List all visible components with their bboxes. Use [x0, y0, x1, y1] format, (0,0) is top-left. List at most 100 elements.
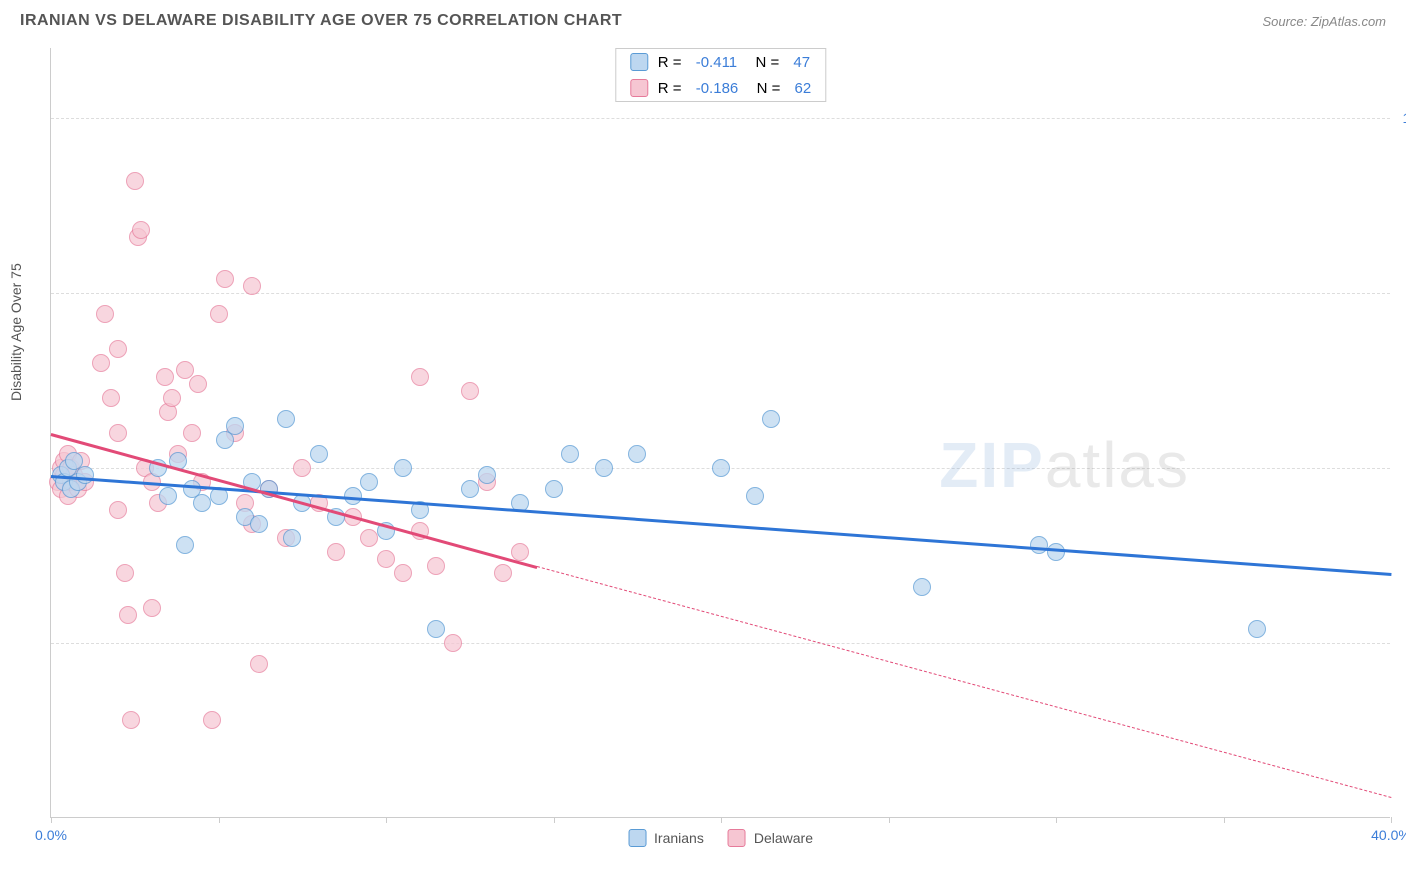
data-point: [243, 277, 261, 295]
data-point: [109, 424, 127, 442]
n-value-pink: 62: [795, 80, 812, 97]
data-point: [96, 305, 114, 323]
data-point: [595, 459, 613, 477]
data-point: [1248, 620, 1266, 638]
data-point: [461, 382, 479, 400]
correlation-legend-row-2: R = -0.186 N = 62: [616, 75, 825, 101]
x-tick: [1224, 817, 1225, 823]
data-point: [293, 459, 311, 477]
watermark-zip: ZIP: [939, 429, 1045, 501]
chart-title: IRANIAN VS DELAWARE DISABILITY AGE OVER …: [20, 12, 622, 30]
data-point: [394, 564, 412, 582]
legend-swatch: [628, 829, 646, 847]
data-point: [411, 368, 429, 386]
correlation-legend-row-1: R = -0.411 N = 47: [616, 49, 825, 75]
data-point: [176, 536, 194, 554]
data-point: [250, 655, 268, 673]
x-tick: [219, 817, 220, 823]
data-point: [92, 354, 110, 372]
data-point: [132, 221, 150, 239]
r-value-pink: -0.186: [696, 80, 739, 97]
x-tick-label: 40.0%: [1371, 827, 1406, 843]
data-point: [327, 543, 345, 561]
data-point: [122, 711, 140, 729]
x-tick: [51, 817, 52, 823]
data-point: [216, 270, 234, 288]
trend-line: [51, 433, 537, 568]
data-point: [394, 459, 412, 477]
x-tick: [1391, 817, 1392, 823]
y-tick-label: 25.0%: [1395, 635, 1406, 651]
legend-label: Iranians: [654, 830, 704, 846]
legend-label: Delaware: [754, 830, 813, 846]
y-tick-label: 50.0%: [1395, 460, 1406, 476]
gridline: [51, 643, 1390, 644]
data-point: [444, 634, 462, 652]
data-point: [628, 445, 646, 463]
data-point: [119, 606, 137, 624]
data-point: [913, 578, 931, 596]
data-point: [545, 480, 563, 498]
header: IRANIAN VS DELAWARE DISABILITY AGE OVER …: [0, 0, 1406, 38]
data-point: [427, 620, 445, 638]
n-label: N =: [747, 54, 783, 71]
data-point: [360, 473, 378, 491]
data-point: [102, 389, 120, 407]
data-point: [210, 305, 228, 323]
correlation-legend: R = -0.411 N = 47 R = -0.186 N = 62: [615, 48, 826, 102]
x-tick: [386, 817, 387, 823]
data-point: [189, 375, 207, 393]
data-point: [76, 466, 94, 484]
data-point: [1030, 536, 1048, 554]
data-point: [461, 480, 479, 498]
x-tick: [1056, 817, 1057, 823]
series-legend: Iranians Delaware: [628, 829, 813, 847]
data-point: [163, 389, 181, 407]
data-point: [250, 515, 268, 533]
data-point: [427, 557, 445, 575]
legend-swatch: [728, 829, 746, 847]
legend-item: Iranians: [628, 829, 704, 847]
data-point: [159, 487, 177, 505]
r-label: R =: [658, 80, 686, 97]
data-point: [712, 459, 730, 477]
r-value-blue: -0.411: [696, 54, 737, 71]
y-tick-label: 100.0%: [1395, 110, 1406, 126]
data-point: [226, 417, 244, 435]
trend-line-extrapolated: [537, 566, 1392, 798]
data-point: [126, 172, 144, 190]
y-axis-label: Disability Age Over 75: [8, 263, 24, 401]
data-point: [494, 564, 512, 582]
x-tick: [721, 817, 722, 823]
data-point: [283, 529, 301, 547]
data-point: [277, 410, 295, 428]
x-tick-label: 0.0%: [35, 827, 67, 843]
r-label: R =: [658, 54, 686, 71]
gridline: [51, 118, 1390, 119]
data-point: [762, 410, 780, 428]
n-label: N =: [748, 80, 784, 97]
n-value-blue: 47: [793, 54, 810, 71]
data-point: [109, 340, 127, 358]
x-tick: [889, 817, 890, 823]
plot-area: Disability Age Over 75 ZIPatlas R = -0.4…: [50, 48, 1390, 818]
chart-container: IRANIAN VS DELAWARE DISABILITY AGE OVER …: [0, 0, 1406, 892]
data-point: [746, 487, 764, 505]
data-point: [203, 711, 221, 729]
data-point: [116, 564, 134, 582]
data-point: [511, 543, 529, 561]
watermark-atlas: atlas: [1045, 429, 1190, 501]
x-tick: [554, 817, 555, 823]
data-point: [561, 445, 579, 463]
data-point: [360, 529, 378, 547]
data-point: [176, 361, 194, 379]
swatch-pink: [630, 79, 648, 97]
legend-item: Delaware: [728, 829, 813, 847]
watermark: ZIPatlas: [939, 428, 1190, 502]
source-attribution: Source: ZipAtlas.com: [1262, 14, 1386, 29]
data-point: [109, 501, 127, 519]
y-tick-label: 75.0%: [1395, 285, 1406, 301]
data-point: [193, 494, 211, 512]
data-point: [310, 445, 328, 463]
data-point: [143, 599, 161, 617]
